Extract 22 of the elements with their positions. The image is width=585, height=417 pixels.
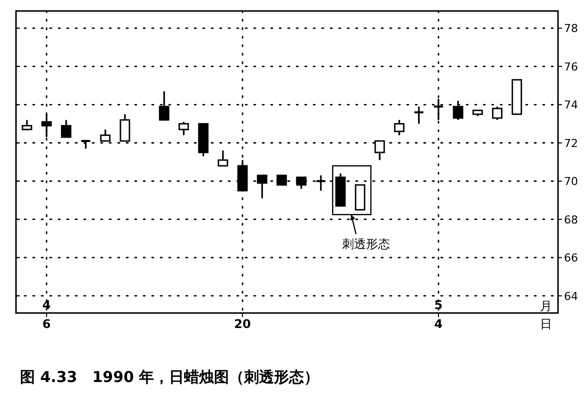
y-tick-label: 64 [564, 290, 578, 303]
x-tick-label: 20 [234, 317, 251, 331]
y-tick-label: 74 [564, 98, 578, 112]
x-axis-title: 月日 [540, 299, 552, 331]
y-tick-label: 78 [564, 22, 578, 36]
text: 图 4.33 1990 年，日蜡烛图（刺透形态） [20, 368, 320, 386]
candlestick [60, 119, 72, 138]
annotation: 4 [42, 298, 51, 312]
x-tick-label: 4 [434, 317, 443, 331]
candlestick [492, 106, 502, 121]
annotation: 刺透形态 [342, 237, 390, 251]
candlestick [178, 121, 189, 136]
candlestick [413, 106, 424, 125]
candlestick [22, 119, 32, 130]
candlestick [218, 150, 228, 167]
x-tick-label: 6 [42, 317, 51, 331]
candlestick [394, 119, 404, 136]
y-tick-label: 66 [564, 252, 578, 265]
y-tick-label: 76 [564, 60, 578, 74]
y-tick-label: 70 [564, 175, 578, 188]
y-tick-label: 72 [564, 136, 578, 150]
y-tick-label: 68 [564, 213, 578, 226]
